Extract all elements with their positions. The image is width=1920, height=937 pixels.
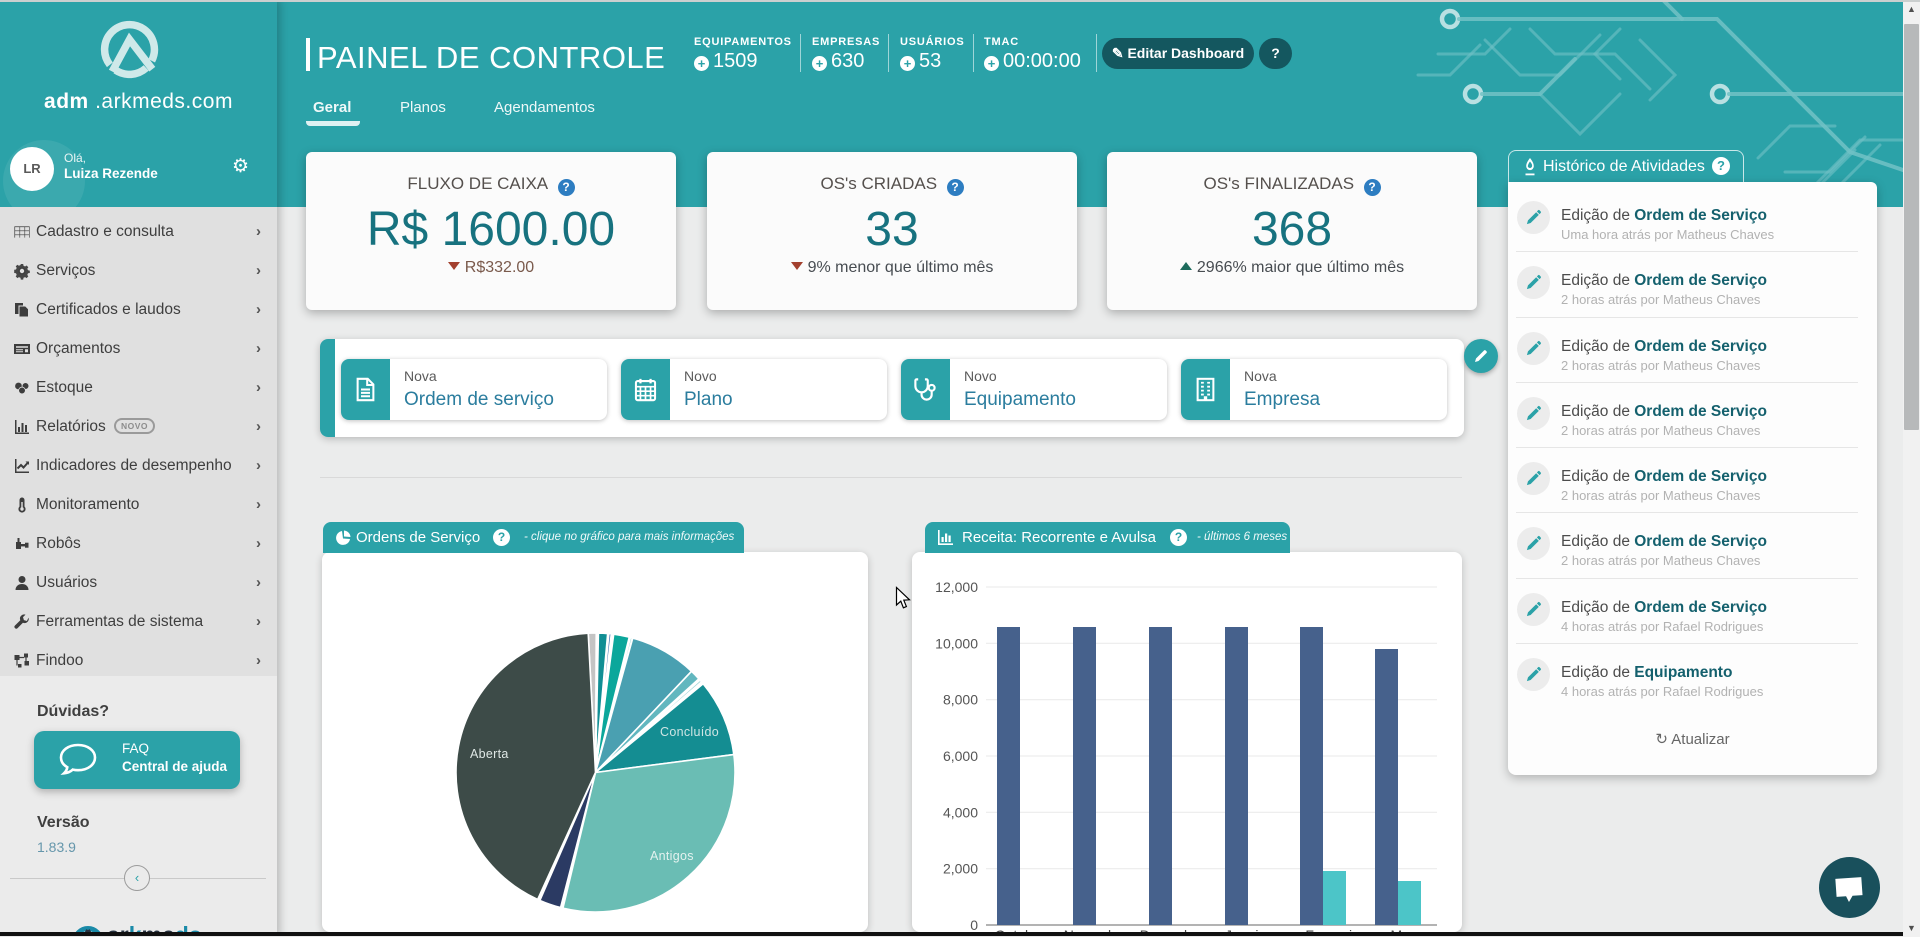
svg-text:Dezembro: Dezembro [1140, 927, 1205, 932]
svg-text:12,000: 12,000 [935, 579, 978, 595]
svg-text:4,000: 4,000 [943, 804, 978, 820]
svg-text:Janeiro: Janeiro [1225, 927, 1271, 932]
svg-text:Fevereiro: Fevereiro [1305, 927, 1364, 932]
svg-text:Concluído: Concluído [660, 725, 719, 739]
svg-text:6,000: 6,000 [943, 748, 978, 764]
svg-text:Março: Março [1391, 927, 1430, 932]
svg-text:0: 0 [970, 917, 978, 932]
svg-text:2,000: 2,000 [943, 861, 978, 877]
svg-text:10,000: 10,000 [935, 635, 978, 651]
svg-text:Antigos: Antigos [650, 849, 694, 863]
svg-text:Aberta: Aberta [470, 747, 509, 761]
svg-text:Outubro: Outubro [995, 927, 1046, 932]
svg-text:Novembro: Novembro [1064, 927, 1129, 932]
svg-text:8,000: 8,000 [943, 692, 978, 708]
